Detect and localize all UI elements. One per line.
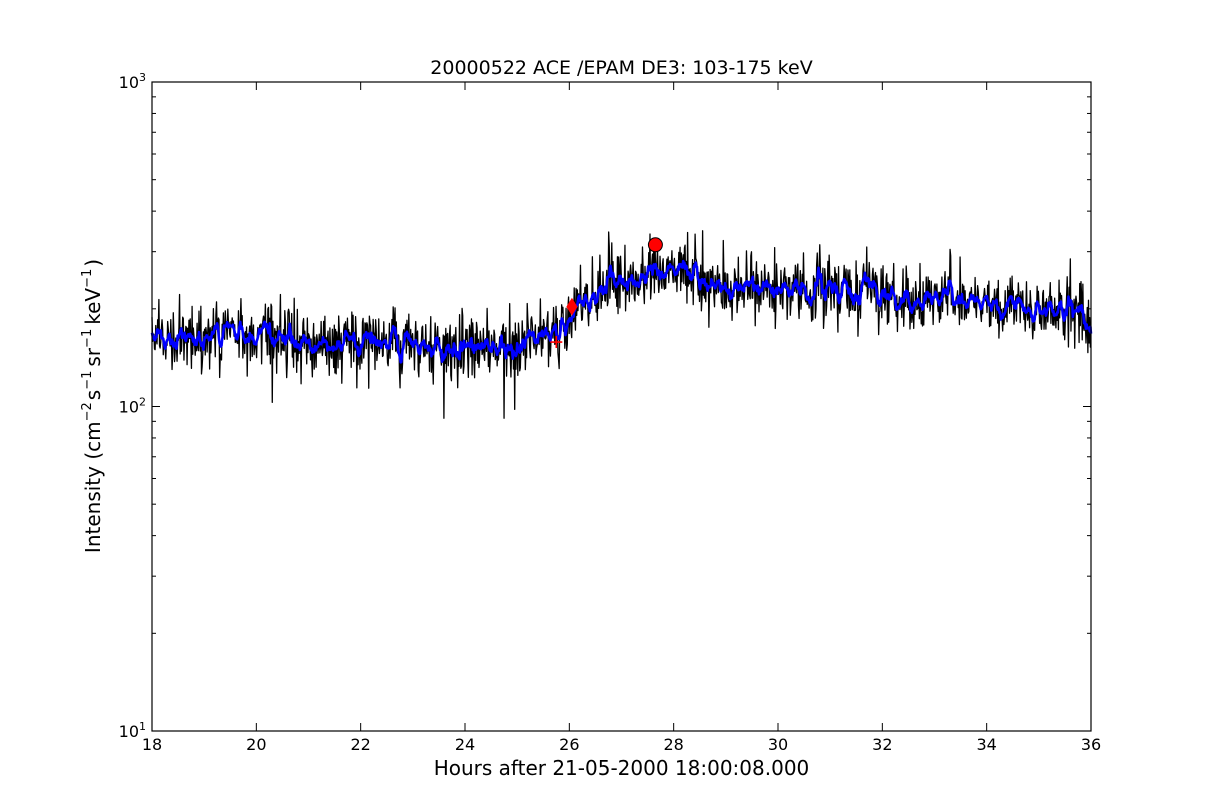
plot-frame <box>151 81 1092 732</box>
plot-area <box>150 230 1093 419</box>
x-axis: 18 20 22 24 26 28 30 32 34 36 <box>142 82 1101 754</box>
series-raw-line <box>151 230 1092 419</box>
y-tick-label: 101 <box>119 720 146 741</box>
y-tick-label: 103 <box>119 71 146 92</box>
x-tick-label: 36 <box>1081 735 1101 754</box>
x-tick-label: 22 <box>350 735 370 754</box>
y-axis: 101 102 103 <box>119 71 1091 741</box>
x-axis-label: Hours after 21-05-2000 18:00:08.000 <box>434 756 810 780</box>
x-tick-label: 34 <box>976 735 996 754</box>
y-tick-label: 102 <box>119 396 146 417</box>
onset-plus-marker <box>550 336 563 349</box>
peak-circle-marker <box>647 237 663 253</box>
x-tick-label: 24 <box>455 735 475 754</box>
x-tick-label: 30 <box>768 735 788 754</box>
x-tick-label: 28 <box>663 735 683 754</box>
y-axis-label: Intensity (cm−2s−1sr−1keV−1) <box>80 259 105 553</box>
diamond-marker <box>566 297 578 316</box>
chart-title: 20000522 ACE /EPAM DE3: 103-175 keV <box>430 57 812 79</box>
x-tick-label: 20 <box>246 735 266 754</box>
x-tick-label: 18 <box>142 735 162 754</box>
x-tick-label: 26 <box>559 735 579 754</box>
series-smoothed-line <box>150 259 1093 364</box>
x-tick-label: 32 <box>872 735 892 754</box>
